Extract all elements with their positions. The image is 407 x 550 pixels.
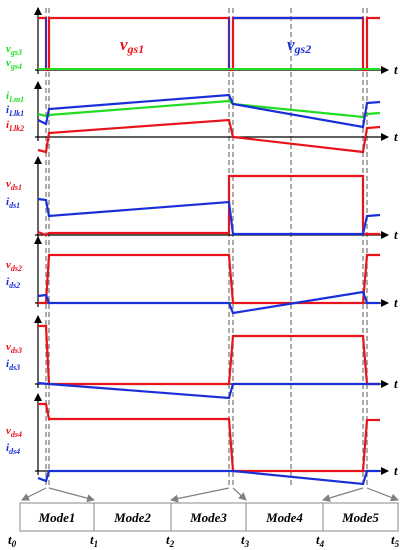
label-vds3: vds3 bbox=[6, 341, 22, 355]
vds1-trace bbox=[37, 174, 380, 237]
mode-box-2 bbox=[93, 502, 172, 532]
ids2-trace bbox=[37, 290, 380, 315]
iLlk2-trace bbox=[37, 118, 381, 154]
mode-arrow-2 bbox=[48, 487, 95, 503]
axis-label-t-2: t bbox=[394, 129, 398, 144]
mode-arrow-4 bbox=[232, 487, 247, 501]
label-illk2: iLlk2 bbox=[6, 119, 24, 133]
time-label-t5: t5 bbox=[391, 532, 400, 549]
ids3-trace bbox=[37, 381, 380, 400]
time-label-t4: t4 bbox=[316, 532, 325, 549]
mode-label-5: Mode5 bbox=[341, 510, 379, 525]
mode-label-3: Mode3 bbox=[189, 510, 227, 525]
label-ids3: ids3 bbox=[6, 358, 20, 372]
mode-arrow-5 bbox=[322, 487, 364, 502]
iLlk1-trace bbox=[37, 93, 381, 129]
mode-arrow-1 bbox=[21, 487, 47, 501]
label-vds2: vds2 bbox=[6, 259, 22, 273]
label-ids1: ids1 bbox=[6, 196, 20, 210]
mode-label-4: Mode4 bbox=[265, 510, 303, 525]
ids4-trace bbox=[37, 469, 380, 486]
mode-box-4 bbox=[245, 502, 324, 532]
label-vds1: vds1 bbox=[6, 178, 22, 192]
label-big-vgs1: vgs1 bbox=[120, 35, 144, 56]
iLm1-trace bbox=[37, 99, 381, 119]
ids1-trace bbox=[37, 197, 381, 236]
axis-label-t-1: t bbox=[394, 62, 398, 77]
mode-box-1 bbox=[19, 502, 95, 532]
vds4-trace bbox=[38, 402, 380, 473]
time-label-t0: t0 bbox=[8, 532, 17, 549]
axis-label-t-3: t bbox=[394, 227, 398, 242]
vds2-trace bbox=[38, 253, 380, 305]
mode-box-5 bbox=[322, 502, 399, 532]
label-ilm1: iLm1 bbox=[6, 90, 24, 104]
label-vgs3: vgs3 bbox=[6, 43, 22, 57]
axis-label-t-6: t bbox=[394, 463, 398, 478]
axis-label-t-4: t bbox=[394, 295, 398, 310]
mode-bar: Mode1 Mode2 Mode3 Mode4 Mode5 t0 t1 t2 t3 t4 t5 bbox=[8, 487, 400, 549]
label-illk1: iLlk1 bbox=[6, 104, 24, 118]
time-marker-lines bbox=[45, 8, 368, 487]
vgs1-trace-b bbox=[229, 16, 380, 72]
time-label-t3: t3 bbox=[241, 532, 250, 549]
mode-label-1: Mode1 bbox=[38, 510, 76, 525]
label-big-vgs2: vgs2 bbox=[287, 35, 311, 56]
label-vgs4: vgs4 bbox=[6, 57, 22, 71]
mode-label-2: Mode2 bbox=[113, 510, 151, 525]
mode-arrow-3 bbox=[170, 487, 230, 503]
traces bbox=[37, 16, 381, 486]
axes: t t t t t t bbox=[34, 7, 398, 478]
label-ids2: ids2 bbox=[6, 276, 20, 290]
label-ids4: ids4 bbox=[6, 442, 20, 456]
time-label-t1: t1 bbox=[90, 532, 98, 549]
label-vds4: vds4 bbox=[6, 425, 22, 439]
time-label-t2: t2 bbox=[166, 532, 175, 549]
axis-label-t-5: t bbox=[394, 376, 398, 391]
mode-arrow-6 bbox=[366, 487, 399, 502]
vds3-trace bbox=[38, 324, 380, 386]
